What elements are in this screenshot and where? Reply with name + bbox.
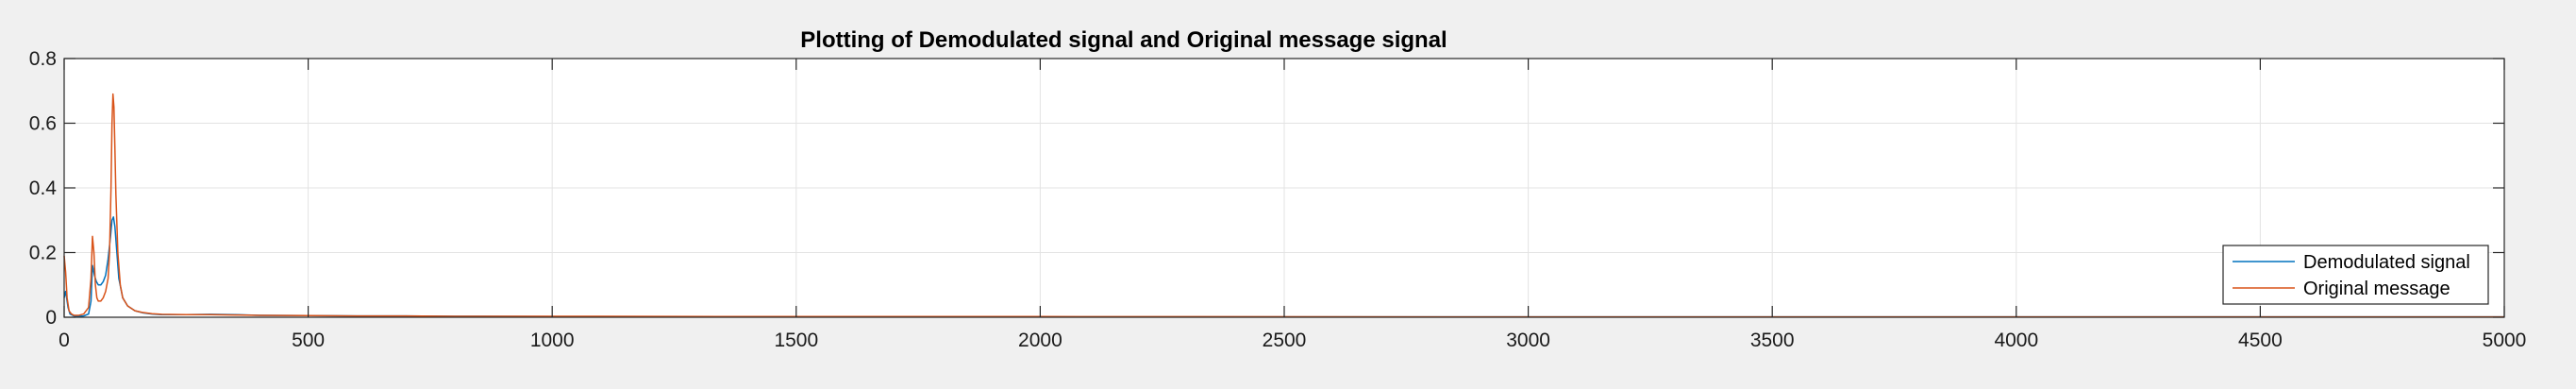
x-tick-label: 5000 — [2483, 330, 2527, 351]
x-tick-label: 2000 — [1018, 330, 1062, 351]
x-tick-label: 3000 — [1506, 330, 1550, 351]
y-tick-label: 0 — [45, 307, 57, 329]
legend-box — [2222, 245, 2489, 305]
x-tick-label: 4000 — [1994, 330, 2038, 351]
x-tick-label: 3500 — [1750, 330, 1795, 351]
legend-label-original: Original message — [2303, 279, 2451, 299]
chart-title: Plotting of Demodulated signal and Origi… — [800, 27, 1447, 53]
x-tick-label: 500 — [292, 330, 325, 351]
legend-label-demodulated: Demodulated signal — [2303, 252, 2470, 273]
original-message-line — [63, 93, 2504, 318]
y-tick-label: 0.2 — [29, 243, 57, 264]
x-tick-labels: 0 500 1000 1500 2000 2500 3000 3500 4000 4500 5000 — [59, 330, 2526, 351]
x-tick-label: 1500 — [774, 330, 818, 351]
x-tick-label: 1000 — [530, 330, 575, 351]
y-tick-label: 0.4 — [29, 178, 58, 199]
series-layer — [63, 93, 2504, 318]
y-tick-labels: 0 0.2 0.4 0.6 0.8 — [29, 48, 58, 329]
x-tick-label: 0 — [59, 330, 70, 351]
x-tick-label: 2500 — [1263, 330, 1307, 351]
ticks — [63, 58, 2505, 318]
x-tick-label: 4500 — [2238, 330, 2283, 351]
y-tick-label: 0.6 — [29, 113, 57, 135]
legend: Demodulated signal Original message — [2222, 245, 2489, 305]
y-tick-label: 0.8 — [29, 48, 57, 70]
grid — [64, 59, 2504, 317]
